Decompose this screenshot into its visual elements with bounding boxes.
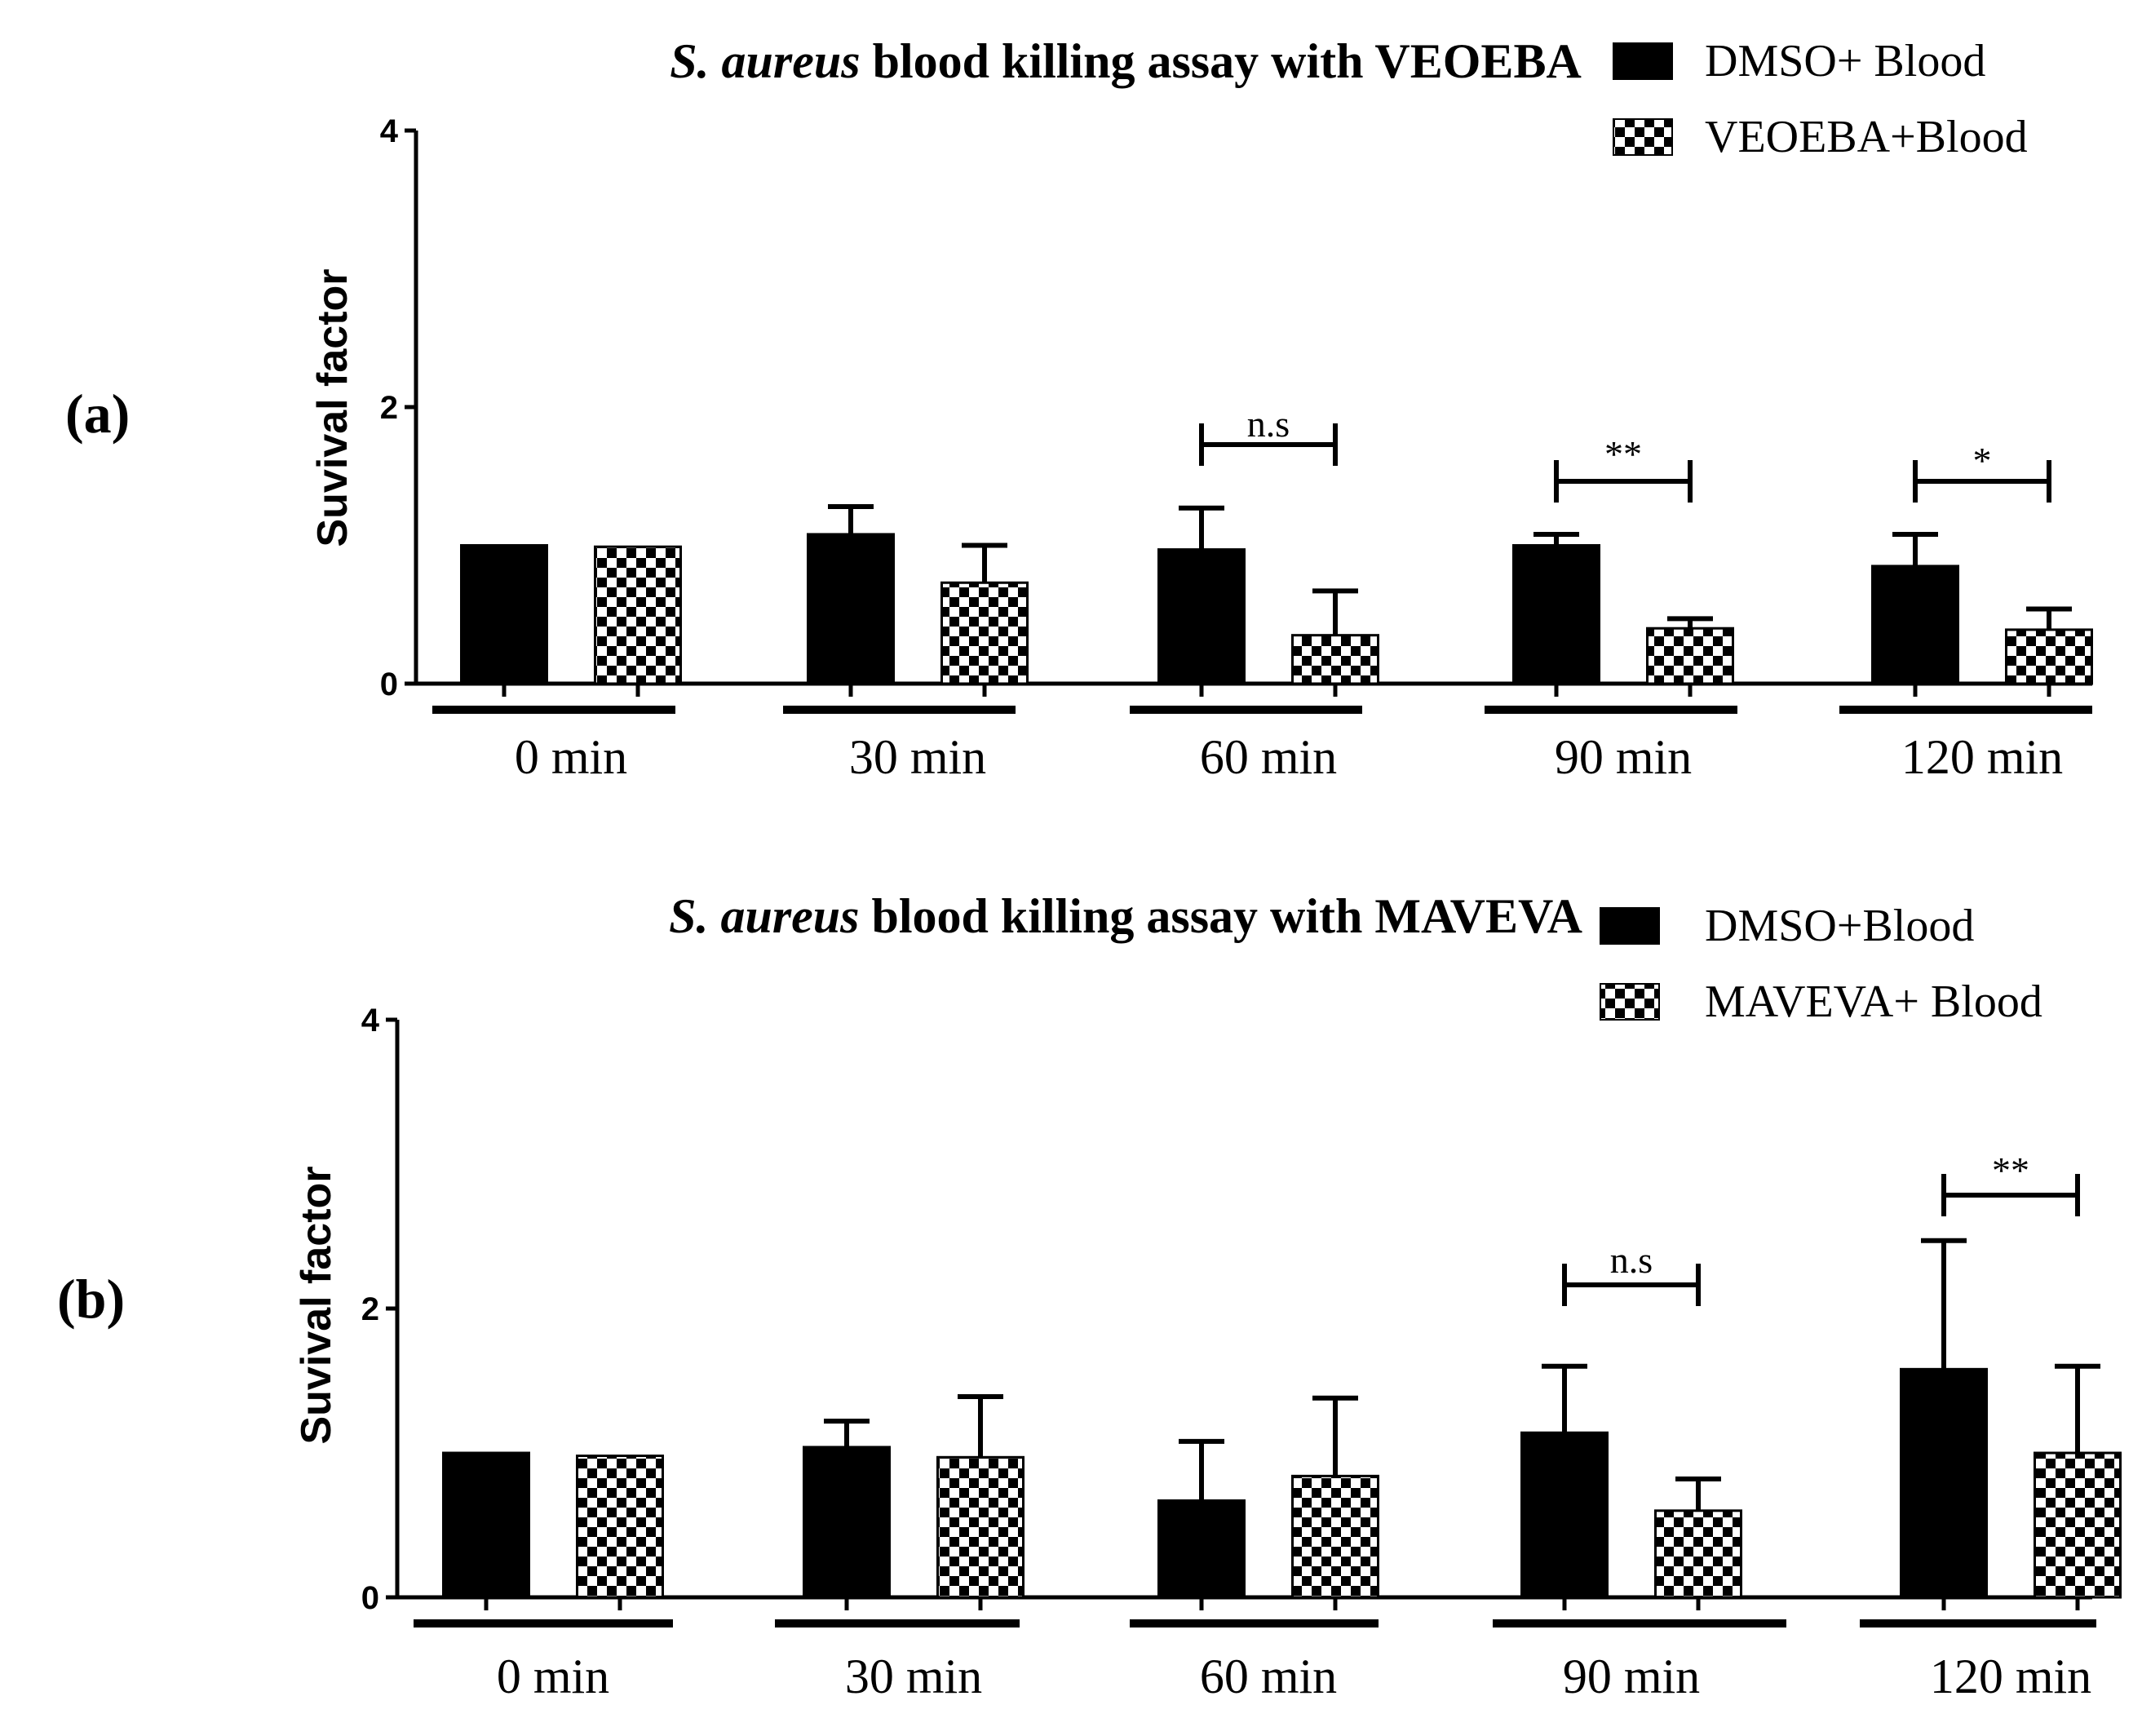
chart-title-rest: blood killing assay with VEOEBA <box>861 34 1582 88</box>
x-category-label: 30 min <box>845 1650 982 1703</box>
legend-label-1: DMSO+Blood <box>1705 901 1974 951</box>
panel-label-letter: a <box>84 383 112 445</box>
bar-control <box>1157 1499 1246 1599</box>
significance-label: n.s <box>1247 403 1290 445</box>
bar-control <box>807 533 895 685</box>
panel-label: (a) <box>65 383 130 445</box>
panel-label-close: ) <box>106 1268 125 1330</box>
x-category-label: 90 min <box>1555 730 1692 784</box>
panel-label-open: ( <box>65 383 84 445</box>
x-category-label: 90 min <box>1563 1650 1700 1703</box>
x-category-label: 120 min <box>1901 730 2063 784</box>
bar-treatment <box>2034 1451 2122 1599</box>
legend-swatch-2 <box>1600 983 1660 1021</box>
chart-title: S. aureus blood killing assay with VEOEB… <box>670 34 1582 88</box>
x-category-label: 0 min <box>515 730 627 784</box>
legend-label-1: DMSO+ Blood <box>1705 36 1985 86</box>
significance-label: n.s <box>1610 1239 1653 1281</box>
bar-treatment <box>1654 1509 1742 1599</box>
chart-title-italic: S. aureus <box>670 34 860 88</box>
legend-swatch-2 <box>1613 118 1673 156</box>
panel-label-open: ( <box>57 1268 76 1330</box>
x-category-label: 120 min <box>1930 1650 2091 1703</box>
chart-title-rest: blood killing assay with MAVEVA <box>860 889 1582 943</box>
bar-control <box>1157 548 1246 685</box>
bar-treatment <box>1646 627 1734 685</box>
significance-label: * <box>1973 440 1992 481</box>
legend-label-2: MAVEVA+ Blood <box>1705 976 2042 1027</box>
bar-control <box>1520 1431 1609 1599</box>
y-tick-label: 2 <box>361 1291 379 1327</box>
x-category-label: 60 min <box>1200 1650 1337 1703</box>
panel-label: (b) <box>57 1268 125 1330</box>
bar-treatment <box>2005 628 2093 685</box>
chart-a: S. aureus blood killing assay with VEOEB… <box>65 34 2093 784</box>
bar-treatment <box>940 581 1029 685</box>
bar-control <box>803 1446 891 1599</box>
chart-title: S. aureus blood killing assay with MAVEV… <box>669 889 1582 943</box>
legend-swatch-1 <box>1600 907 1660 945</box>
bar-control <box>460 544 548 685</box>
significance-label: ** <box>1992 1149 2029 1191</box>
y-tick-label: 2 <box>380 390 398 426</box>
chart-b: S. aureus blood killing assay with MAVEV… <box>57 889 2122 1703</box>
bar-control <box>1512 544 1600 685</box>
bar-treatment <box>576 1455 664 1599</box>
panel-label-letter: b <box>76 1268 107 1330</box>
bar-control <box>1871 565 1959 685</box>
bar-treatment <box>594 545 682 685</box>
y-tick-label: 0 <box>380 666 398 702</box>
legend-swatch-1 <box>1613 42 1673 80</box>
bar-treatment <box>1291 1474 1379 1599</box>
bar-control <box>1900 1367 1988 1599</box>
bar-treatment <box>936 1455 1025 1599</box>
bar-treatment <box>1291 634 1379 685</box>
significance-label: ** <box>1604 433 1642 475</box>
bar-control <box>442 1451 530 1599</box>
chart-title-italic: S. aureus <box>669 889 859 943</box>
y-axis-label: Suvival factor <box>293 1166 340 1444</box>
panel-label-close: ) <box>112 383 131 445</box>
x-category-label: 0 min <box>497 1650 609 1703</box>
x-category-label: 30 min <box>849 730 986 784</box>
y-tick-label: 4 <box>380 113 399 149</box>
y-axis-label: Suvival factor <box>309 268 356 547</box>
y-tick-label: 0 <box>361 1580 379 1616</box>
y-tick-label: 4 <box>361 1003 380 1038</box>
x-category-label: 60 min <box>1200 730 1337 784</box>
legend-label-2: VEOEBA+Blood <box>1705 112 2028 162</box>
